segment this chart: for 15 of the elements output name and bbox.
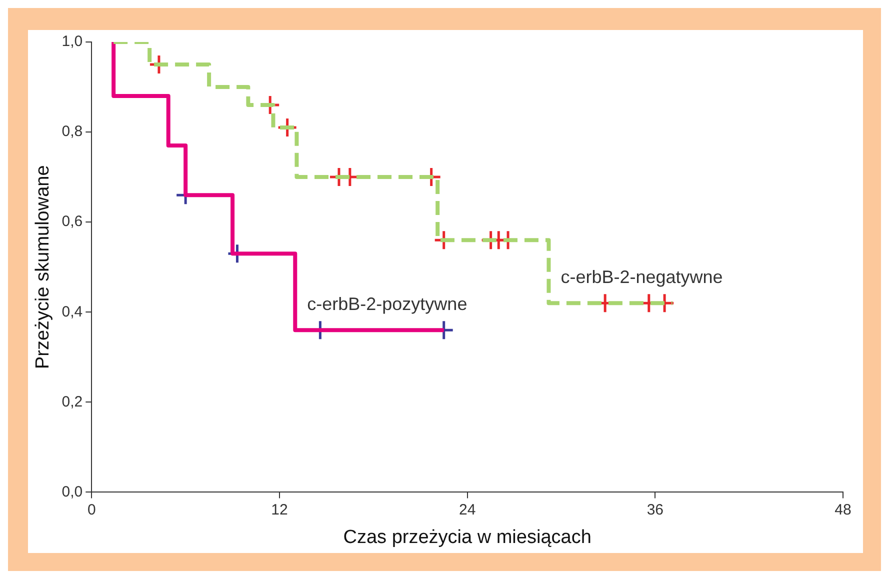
y-tick-label: 0,0 (62, 483, 83, 500)
x-tick-label: 24 (458, 501, 476, 518)
x-axis-title: Czas przeżycia w miesiącach (343, 526, 592, 548)
y-tick-label: 0,8 (62, 123, 83, 140)
y-tick-label: 0,2 (62, 393, 83, 410)
series-label: c-erbB-2-pozytywne (307, 294, 468, 314)
x-tick-label: 36 (646, 501, 664, 518)
y-tick-label: 0,4 (62, 303, 83, 320)
series-label: c-erbB-2-negatywne (560, 267, 723, 288)
y-axis-title: Przeżycie skumulowane (32, 165, 54, 370)
x-tick-label: 0 (87, 501, 96, 518)
y-tick-label: 0,6 (62, 213, 83, 230)
y-tick-label: 1,0 (62, 33, 83, 50)
x-tick-label: 48 (834, 501, 852, 518)
x-tick-label: 12 (271, 501, 288, 518)
